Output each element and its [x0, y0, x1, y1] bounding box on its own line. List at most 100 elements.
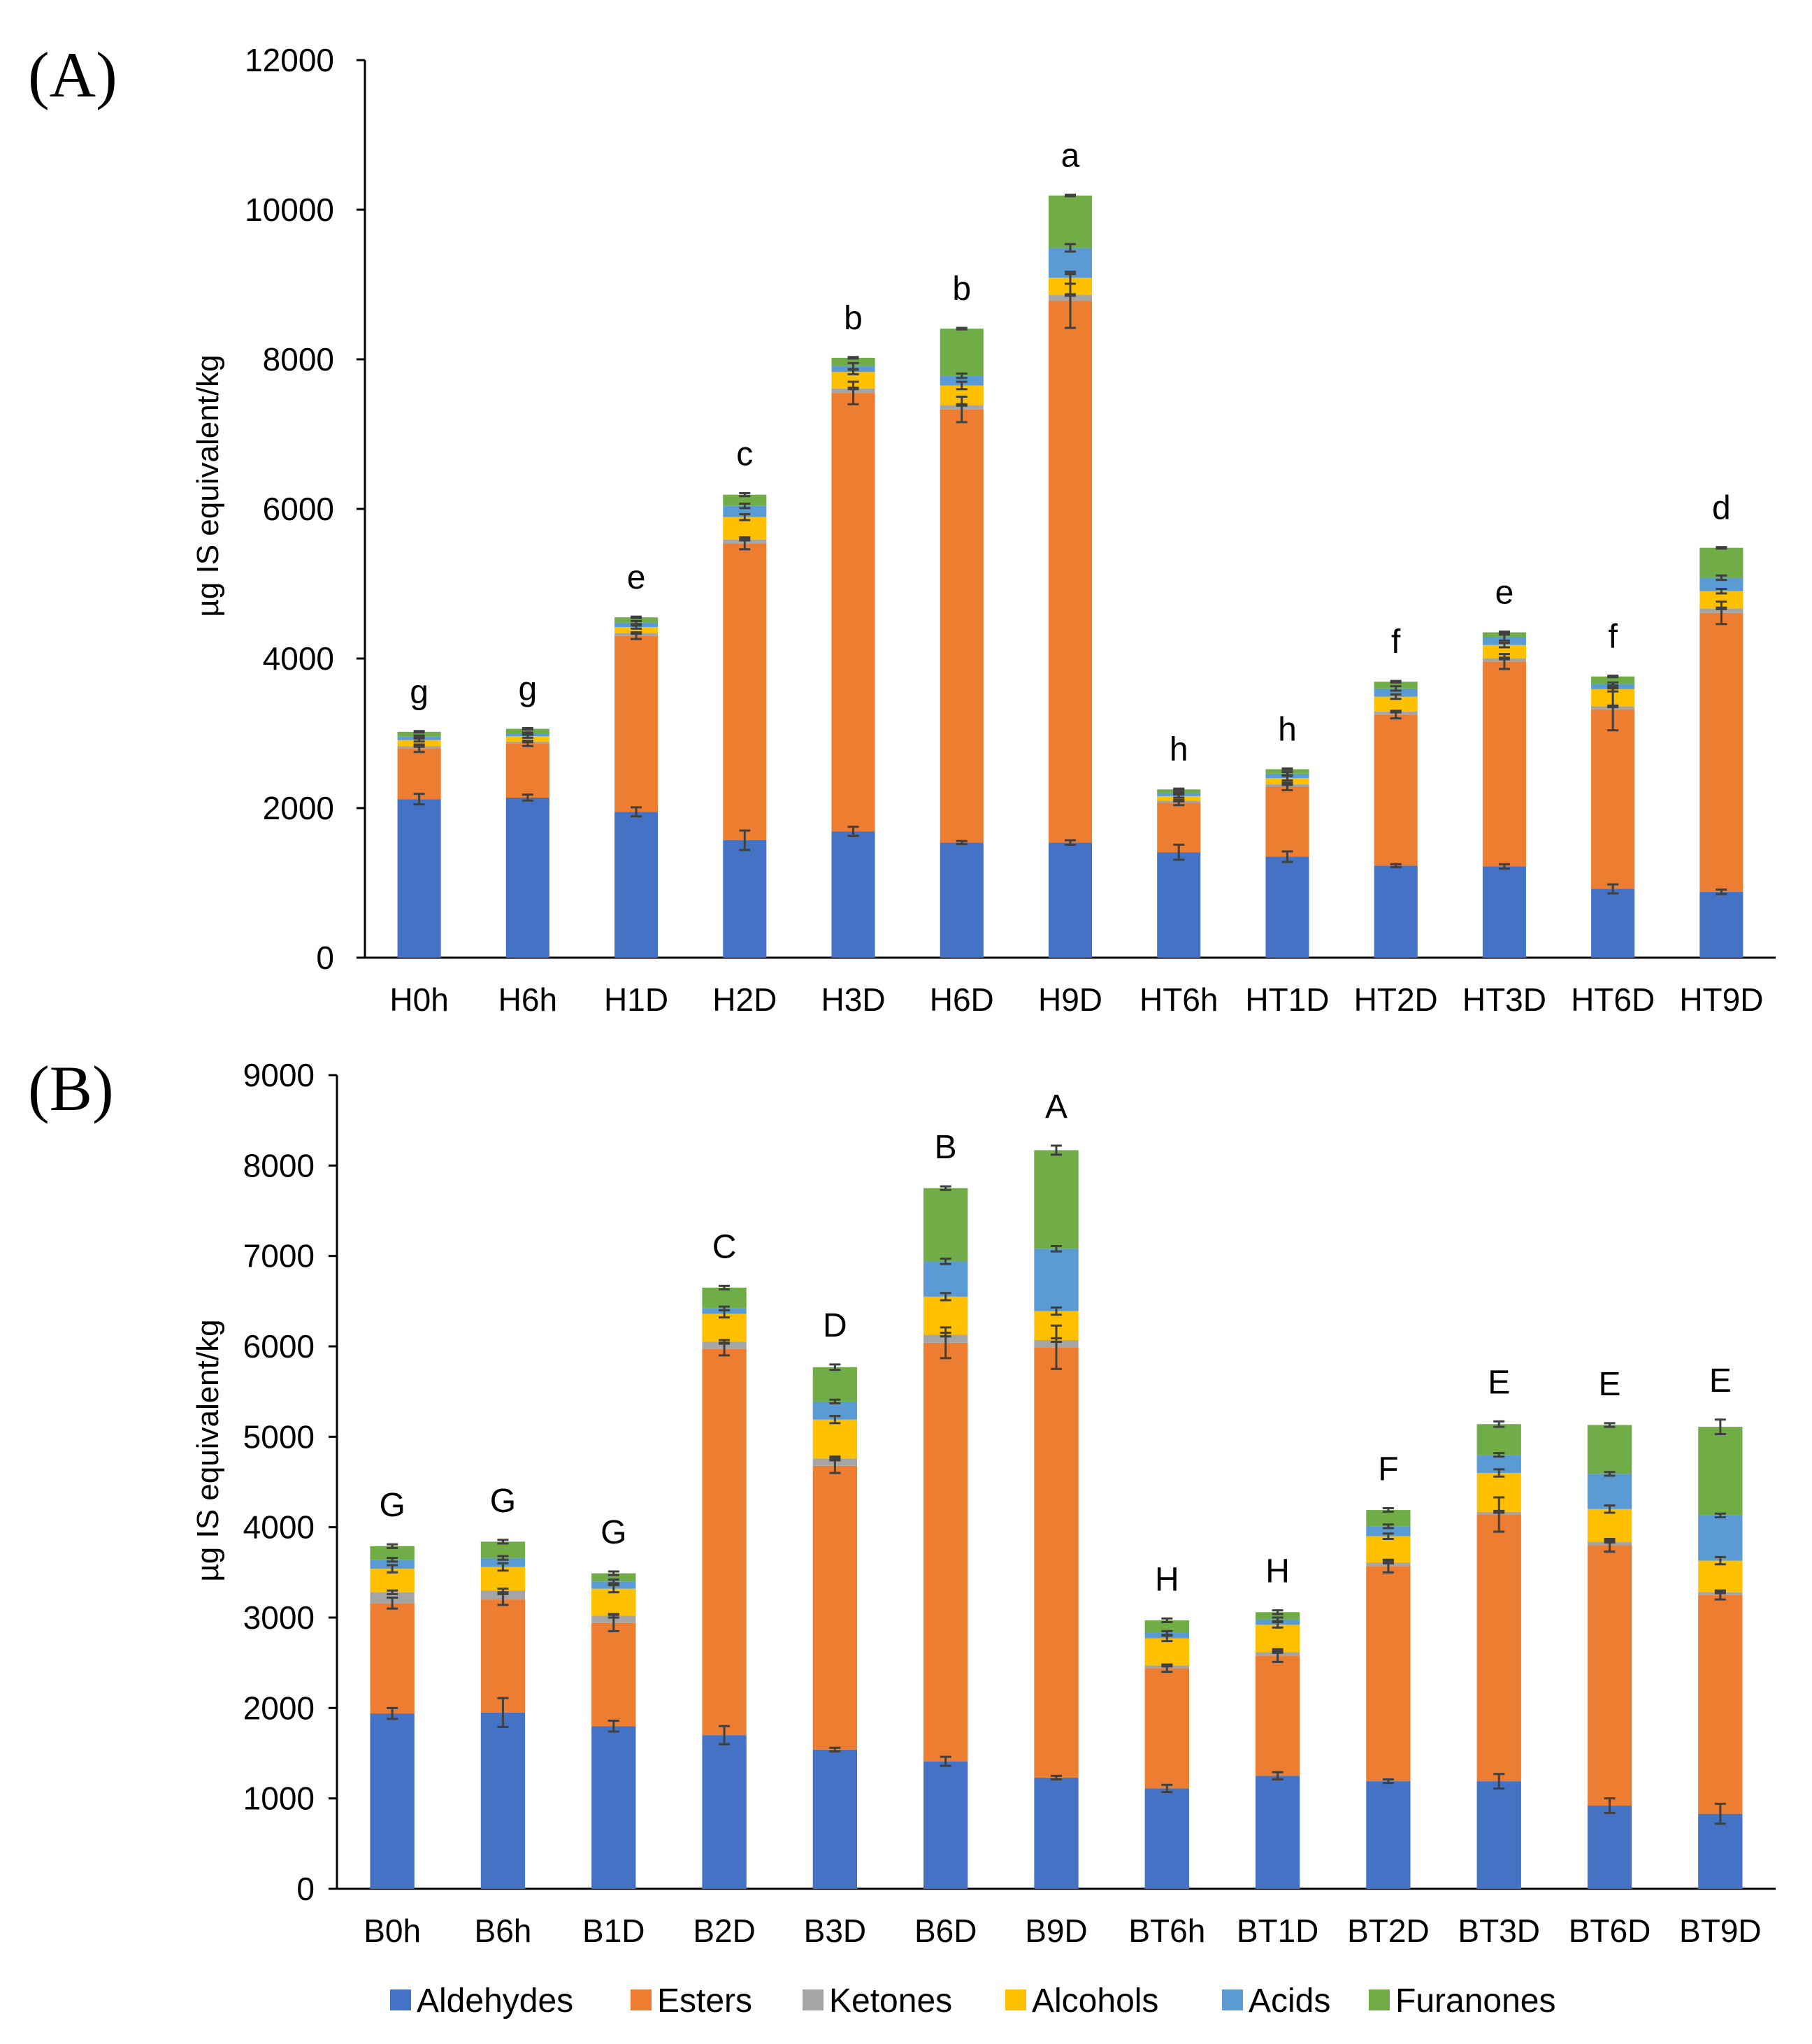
panel-a-significance-label: f: [1391, 624, 1401, 661]
panel-a-significance-label: d: [1712, 490, 1731, 527]
panel-b-bar-aldehydes-b2d: [702, 1735, 747, 1889]
panel-a-x-tick-label: H6h: [498, 981, 557, 1018]
panel-a-significance-label: h: [1170, 731, 1188, 768]
panel-b-bar-aldehydes-bt1d: [1255, 1776, 1300, 1889]
panel-a-x-tick-label: H6D: [930, 981, 994, 1018]
panel-b-bar-alcohols-bt9d: [1698, 1560, 1743, 1592]
panel-b-bar-alcohols-b3d: [812, 1419, 858, 1459]
panel-b-y-tick-label: 9000: [243, 1057, 315, 1093]
panel-b-bar-aldehydes-bt9d: [1698, 1813, 1743, 1889]
panel-b-bar-furanones-b0h: [370, 1546, 415, 1560]
panel-b-bar-esters-b0h: [370, 1603, 415, 1714]
panel-b-bar-acids-bt2d: [1366, 1526, 1411, 1536]
panel-a-bar-furanones-h2d: [723, 494, 767, 506]
panel-b-bar-furanones-b6h: [480, 1541, 526, 1558]
panel-b-significance-label: E: [1599, 1366, 1621, 1403]
panel-a-x-tick-label: H2D: [712, 981, 777, 1018]
panel-b-significance-label: G: [601, 1514, 626, 1551]
panel-b-y-tick-label: 8000: [243, 1147, 315, 1183]
panel-b-bar-aldehydes-bt6d: [1587, 1806, 1632, 1889]
panel-b-bar-furanones-bt3d: [1476, 1424, 1521, 1455]
panel-b-bar-furanones-bt6d: [1587, 1425, 1632, 1474]
panel-b-bar-alcohols-bt1d: [1255, 1625, 1300, 1653]
panel-b-significance-label: C: [712, 1228, 737, 1265]
panel-a-x-tick-label: H1D: [604, 981, 668, 1018]
panel-b-bar-aldehydes-bt2d: [1366, 1781, 1411, 1889]
panel-a-bar-aldehydes-ht9d: [1699, 891, 1743, 958]
panel-a-bar-furanones-h1d: [614, 617, 659, 623]
panel-b-bar-aldehydes-b1d: [591, 1726, 636, 1889]
panel-b-marks: 0 1000 2000 3000 4000 5000 6000 7000 8000 9000 B0h…: [243, 1057, 1776, 1949]
panel-b-x-tick-label: BT1D: [1237, 1913, 1319, 1949]
panel-b-bar-alcohols-bt2d: [1366, 1536, 1411, 1563]
panel-a-x-tick-label: HT2D: [1354, 981, 1438, 1018]
panel-b-bar-aldehydes-bt6h: [1144, 1788, 1189, 1889]
panel-a-significance-label: e: [1495, 574, 1514, 611]
panel-b-y-tick-label: 5000: [243, 1418, 315, 1455]
panel-a-bar-aldehydes-ht6h: [1157, 852, 1201, 958]
panel-a-bar-esters-h3d: [831, 393, 875, 832]
panel-b-bar-esters-b6d: [923, 1342, 968, 1762]
panel-a-bar-furanones-h3d: [831, 357, 875, 366]
panel-b-x-tick-label: B3D: [804, 1913, 866, 1949]
panel-a-bar-esters-h9d: [1048, 301, 1093, 843]
panel-b-bar-aldehydes-b6d: [923, 1761, 968, 1889]
legend-label-alcohols: Alcohols: [1032, 1982, 1158, 2020]
panel-b-bar-aldehydes-b3d: [812, 1749, 858, 1889]
panel-a-bar-alcohols-ht2d: [1374, 696, 1418, 712]
panel-b-bar-acids-bt6d: [1587, 1474, 1632, 1509]
panel-b-y-tick-label: 4000: [243, 1509, 315, 1546]
panel-a-x-tick-label: H3D: [821, 981, 886, 1018]
panel-b-x-tick-label: BT9D: [1679, 1913, 1762, 1949]
panel-b-y-tick-label: 0: [296, 1871, 315, 1907]
panel-b-bar-aldehydes-b9d: [1034, 1777, 1079, 1889]
panel-b-bar-furanones-b3d: [812, 1367, 858, 1402]
panel-a-bar-furanones-ht2d: [1374, 682, 1418, 689]
panel-b-x-tick-label: BT2D: [1347, 1913, 1430, 1949]
panel-b-chart: (B) µg IS equivalent/kg 0 1000 2000 3000 400…: [28, 1053, 1776, 1949]
legend-label-furanones: Furanones: [1395, 1982, 1555, 2020]
panel-b-bar-alcohols-b2d: [702, 1314, 747, 1342]
panel-b-bar-furanones-bt6h: [1144, 1620, 1189, 1633]
panel-b-y-tick-label: 6000: [243, 1328, 315, 1365]
panel-a-bar-aldehydes-ht1d: [1265, 856, 1309, 958]
panel-a-bar-esters-ht9d: [1699, 612, 1743, 892]
panel-a-bar-furanones-h6d: [940, 329, 984, 376]
panel-b-bar-acids-b6d: [923, 1261, 968, 1297]
panel-b-significance-label: E: [1709, 1362, 1732, 1399]
legend-label-acids: Acids: [1249, 1982, 1330, 2020]
legend-swatch-ketones: [803, 1989, 824, 2010]
panel-a-bar-esters-ht3d: [1482, 661, 1526, 867]
panel-a-bar-esters-ht2d: [1374, 714, 1418, 866]
panel-b-bar-esters-b9d: [1034, 1347, 1079, 1778]
panel-b-significance-label: D: [823, 1307, 847, 1344]
panel-a-bar-aldehydes-h2d: [723, 840, 767, 958]
legend-swatch-aldehydes: [390, 1989, 411, 2010]
panel-a-significance-label: h: [1278, 711, 1297, 748]
panel-b-significance-label: H: [1155, 1561, 1179, 1598]
panel-a-bar-acids-h6d: [940, 375, 984, 386]
panel-a-x-tick-label: HT6h: [1139, 981, 1218, 1018]
panel-b-bar-esters-bt9d: [1698, 1595, 1743, 1814]
panel-a-y-tick-label: 4000: [263, 640, 334, 677]
panel-b-bar-acids-b9d: [1034, 1248, 1079, 1311]
panel-b-y-tick-label: 7000: [243, 1238, 315, 1274]
panel-a-bar-aldehydes-h6d: [940, 842, 984, 958]
panel-b-y-tick-label: 3000: [243, 1599, 315, 1636]
panel-a-bar-furanones-ht6d: [1591, 676, 1635, 684]
panel-a-bar-esters-ht1d: [1265, 786, 1309, 857]
panel-b-bar-esters-bt6d: [1587, 1545, 1632, 1806]
panel-a-bar-furanones-h9d: [1048, 195, 1093, 248]
panel-a-bar-aldehydes-ht6d: [1591, 888, 1635, 958]
panel-a-y-tick-label: 2000: [263, 790, 334, 826]
legend-swatch-furanones: [1369, 1989, 1390, 2010]
panel-b-bar-alcohols-bt6d: [1587, 1509, 1632, 1542]
panel-a-x-tick-label: HT9D: [1679, 981, 1763, 1018]
panel-a-significance-label: b: [952, 271, 971, 308]
panel-a-bar-furanones-h6h: [505, 728, 549, 733]
legend-label-ketones: Ketones: [829, 1982, 952, 2020]
panel-a-significance-label: a: [1061, 138, 1080, 175]
panel-a-bar-furanones-ht6h: [1157, 789, 1201, 793]
panel-b-bar-alcohols-bt6h: [1144, 1638, 1189, 1666]
